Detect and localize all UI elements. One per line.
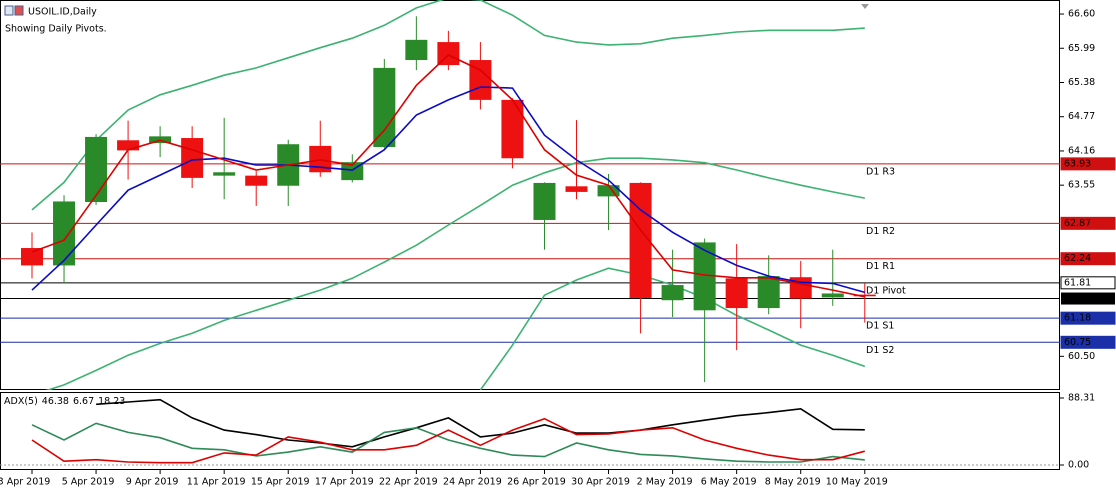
y-tick-label: 65.38 xyxy=(1068,77,1095,88)
y-tick-label: 64.77 xyxy=(1068,111,1095,122)
indicator-title: ADX(5) 46.38 6.67 18.23 xyxy=(4,396,125,407)
candle-body xyxy=(405,39,428,61)
pivot-label: D1 S1 xyxy=(866,321,894,332)
pivot-label: D1 R1 xyxy=(866,261,895,272)
shift-marker xyxy=(861,4,869,9)
main-panel-frame xyxy=(0,0,1060,390)
candle-body xyxy=(821,293,844,298)
pivot-label: D1 R2 xyxy=(866,226,895,237)
symbol-icon xyxy=(4,5,24,16)
pivot-price-box xyxy=(1060,311,1116,325)
pivot-price-label: 62.87 xyxy=(1064,218,1091,229)
overlay-line xyxy=(31,54,865,298)
pivot-price-label: 63.93 xyxy=(1064,158,1091,169)
x-tick-label: 30 Apr 2019 xyxy=(571,477,630,488)
pivot-price-box xyxy=(1060,216,1116,230)
x-tick-label: 24 Apr 2019 xyxy=(443,477,502,488)
x-tick-label: 10 May 2019 xyxy=(826,477,888,488)
candle-body xyxy=(181,138,204,178)
indicator-name: ADX(5) xyxy=(4,396,38,407)
x-tick-label: 17 Apr 2019 xyxy=(315,477,374,488)
indicator-y-tick-label: 0.00 xyxy=(1068,459,1089,470)
current-price-box xyxy=(1061,292,1115,305)
pivot-price-label: 62.24 xyxy=(1064,253,1091,264)
indicator-value: 46.38 xyxy=(42,396,69,407)
pivot-price-box xyxy=(1060,335,1116,349)
y-tick-label: 66.60 xyxy=(1068,9,1095,20)
x-tick-label: 2 May 2019 xyxy=(637,477,693,488)
main-plot: D1 R3 D1 R2 D1 R1 D1 Pivot D1 S1 D1 S2 xyxy=(0,0,1060,390)
candle-body xyxy=(245,175,268,186)
overlay-line xyxy=(31,0,865,211)
candle-body xyxy=(533,182,556,220)
x-tick-label: 6 May 2019 xyxy=(701,477,757,488)
indicator-line xyxy=(96,398,865,448)
pivot-label: D1 Pivot xyxy=(866,285,906,296)
pivot-price-label: 60.75 xyxy=(1064,337,1091,348)
candle-body xyxy=(21,248,43,266)
candle-body xyxy=(213,172,236,176)
chart-subtitle: Showing Daily Pivots. xyxy=(5,24,107,35)
indicator-plot xyxy=(0,398,1060,466)
y-tick-label: 60.50 xyxy=(1068,351,1095,362)
pivot-price-label: 61.81 xyxy=(1064,277,1091,288)
current-price-label: 61.53 xyxy=(1064,293,1091,304)
candle-body xyxy=(565,186,588,192)
pivot-label: D1 R3 xyxy=(866,166,895,177)
y-tick-label: 64.16 xyxy=(1068,145,1095,156)
indicator-y-tick-label: 88.31 xyxy=(1068,392,1095,403)
pivot-price-box xyxy=(1060,157,1116,171)
candle-body xyxy=(597,185,620,197)
x-tick-label: 3 Apr 2019 xyxy=(0,477,50,488)
x-tick-label: 5 Apr 2019 xyxy=(62,477,115,488)
candle-body xyxy=(309,145,332,173)
candle-body xyxy=(661,285,684,301)
candle-body xyxy=(117,140,140,151)
x-tick-label: 22 Apr 2019 xyxy=(379,477,438,488)
candle-body xyxy=(53,201,76,266)
indicator-line xyxy=(31,422,865,463)
candle-body xyxy=(853,294,876,297)
indicator-line xyxy=(31,417,866,464)
x-tick-label: 11 Apr 2019 xyxy=(187,477,246,488)
candle-body xyxy=(629,182,652,298)
pivot-price-label: 61.18 xyxy=(1064,313,1091,324)
chart-title: USOIL.ID,Daily xyxy=(28,7,97,18)
candle-body xyxy=(693,242,716,311)
indicator-panel-frame xyxy=(0,392,1060,470)
pivot-price-box xyxy=(1060,252,1116,266)
candle-body xyxy=(85,136,108,203)
overlay-line xyxy=(31,86,866,294)
candle-body xyxy=(757,276,780,309)
overlay-line xyxy=(45,157,865,390)
pivot-label: D1 S2 xyxy=(866,345,894,356)
candle-body xyxy=(725,278,748,309)
candle-body xyxy=(501,99,524,159)
x-tick-label: 26 Apr 2019 xyxy=(507,477,566,488)
candle-body xyxy=(373,67,396,148)
x-tick-label: 9 Apr 2019 xyxy=(126,477,179,488)
y-tick-label: 65.99 xyxy=(1068,43,1095,54)
x-tick-label: 8 May 2019 xyxy=(765,477,821,488)
x-tick-label: 15 Apr 2019 xyxy=(251,477,310,488)
indicator-value: 6.67 xyxy=(73,396,94,407)
y-tick-label: 63.55 xyxy=(1068,180,1095,191)
axes: 66.60 65.99 65.38 64.77 64.16 63.55 60.50 88.31… xyxy=(0,9,1116,488)
indicator-value: 18.23 xyxy=(98,396,125,407)
pivot-price-box xyxy=(1060,276,1116,290)
